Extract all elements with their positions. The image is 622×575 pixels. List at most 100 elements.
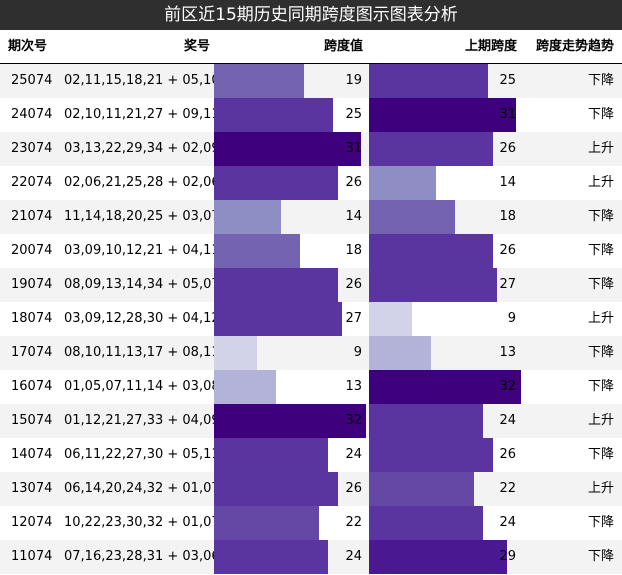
table-row: 20074 03,09,10,12,21 + 04,11 18 26 下降 — [0, 234, 622, 268]
trend-cell: 上升 — [587, 175, 614, 190]
prev-span-bar — [369, 438, 493, 472]
header-divider — [0, 63, 622, 64]
trend-cell: 上升 — [587, 481, 614, 496]
period-cell: 16074 — [11, 379, 53, 394]
numbers-cell: 07,16,23,28,31 + 03,06 — [64, 549, 220, 564]
table-row: 22074 02,06,21,25,28 + 02,06 26 14 上升 — [0, 166, 622, 200]
table-row: 18074 03,09,12,28,30 + 04,12 27 9 上升 — [0, 302, 622, 336]
table-row: 23074 03,13,22,29,34 + 02,09 31 26 上升 — [0, 132, 622, 166]
prev-span-value: 32 — [499, 379, 516, 394]
span-value: 26 — [345, 175, 362, 190]
period-cell: 24074 — [11, 107, 53, 122]
table-row: 13074 06,14,20,24,32 + 01,07 26 22 上升 — [0, 472, 622, 506]
prev-span-value: 24 — [499, 413, 516, 428]
prev-span-bar — [369, 268, 498, 302]
header-period: 期次号 — [8, 39, 48, 54]
span-bar — [214, 64, 305, 98]
prev-span-bar — [369, 472, 474, 506]
trend-cell: 下降 — [587, 277, 614, 292]
trend-cell: 下降 — [587, 549, 614, 564]
span-value: 26 — [345, 481, 362, 496]
period-cell: 14074 — [11, 447, 53, 462]
prev-span-value: 25 — [499, 73, 516, 88]
header-prev-span: 上期跨度 — [464, 39, 517, 54]
trend-cell: 下降 — [587, 73, 614, 88]
span-value: 24 — [345, 447, 362, 462]
trend-cell: 上升 — [587, 141, 614, 156]
span-value: 9 — [353, 345, 362, 360]
numbers-cell: 02,11,15,18,21 + 05,10 — [64, 73, 220, 88]
period-cell: 11074 — [11, 549, 53, 564]
span-value: 26 — [345, 277, 362, 292]
period-cell: 15074 — [11, 413, 53, 428]
table-row: 17074 08,10,11,13,17 + 08,11 9 13 下降 — [0, 336, 622, 370]
table-row: 11074 07,16,23,28,31 + 03,06 24 29 下降 — [0, 540, 622, 574]
span-bar — [214, 132, 362, 166]
numbers-cell: 08,09,13,14,34 + 05,07 — [64, 277, 220, 292]
period-cell: 18074 — [11, 311, 53, 326]
span-bar — [214, 268, 338, 302]
trend-cell: 下降 — [587, 447, 614, 462]
prev-span-bar — [369, 234, 493, 268]
numbers-cell: 01,05,07,11,14 + 03,08 — [64, 379, 220, 394]
table-row: 16074 01,05,07,11,14 + 03,08 13 32 下降 — [0, 370, 622, 404]
period-cell: 20074 — [11, 243, 53, 258]
span-value: 24 — [345, 549, 362, 564]
span-value: 27 — [345, 311, 362, 326]
prev-span-value: 31 — [499, 107, 516, 122]
numbers-cell: 08,10,11,13,17 + 08,11 — [64, 345, 220, 360]
prev-span-value: 9 — [507, 311, 516, 326]
numbers-cell: 02,06,21,25,28 + 02,06 — [64, 175, 220, 190]
prev-span-value: 22 — [499, 481, 516, 496]
prev-span-bar — [369, 132, 493, 166]
prev-span-bar — [369, 166, 436, 200]
period-cell: 13074 — [11, 481, 53, 496]
span-bar — [214, 506, 319, 540]
span-value: 31 — [345, 141, 362, 156]
span-value: 14 — [345, 209, 362, 224]
table-row: 12074 10,22,23,30,32 + 01,07 22 24 下降 — [0, 506, 622, 540]
table-row: 19074 08,09,13,14,34 + 05,07 26 27 下降 — [0, 268, 622, 302]
trend-cell: 上升 — [587, 413, 614, 428]
numbers-cell: 01,12,21,27,33 + 04,09 — [64, 413, 220, 428]
prev-span-value: 26 — [499, 141, 516, 156]
span-bar — [214, 166, 338, 200]
numbers-cell: 03,09,12,28,30 + 04,12 — [64, 311, 220, 326]
table-row: 25074 02,11,15,18,21 + 05,10 19 25 下降 — [0, 64, 622, 98]
numbers-cell: 06,11,22,27,30 + 05,11 — [64, 447, 220, 462]
trend-cell: 下降 — [587, 209, 614, 224]
prev-span-value: 13 — [499, 345, 516, 360]
prev-span-bar — [369, 64, 488, 98]
trend-cell: 下降 — [587, 243, 614, 258]
span-bar — [214, 336, 257, 370]
span-bar — [214, 404, 366, 438]
trend-cell: 下降 — [587, 107, 614, 122]
numbers-cell: 02,10,11,21,27 + 09,11 — [64, 107, 220, 122]
period-cell: 22074 — [11, 175, 53, 190]
span-value: 22 — [345, 515, 362, 530]
span-bar — [214, 98, 333, 132]
header-trend: 跨度走势趋势 — [535, 39, 614, 54]
numbers-cell: 10,22,23,30,32 + 01,07 — [64, 515, 220, 530]
span-value: 18 — [345, 243, 362, 258]
prev-span-bar — [369, 302, 412, 336]
prev-span-value: 27 — [499, 277, 516, 292]
span-bar — [214, 200, 281, 234]
prev-span-bar — [369, 370, 521, 404]
span-value: 32 — [345, 413, 362, 428]
trend-cell: 下降 — [587, 379, 614, 394]
span-bar — [214, 234, 300, 268]
span-bar — [214, 438, 328, 472]
span-bar — [214, 302, 343, 336]
prev-span-value: 24 — [499, 515, 516, 530]
table-row: 24074 02,10,11,21,27 + 09,11 25 31 下降 — [0, 98, 622, 132]
numbers-cell: 06,14,20,24,32 + 01,07 — [64, 481, 220, 496]
prev-span-value: 26 — [499, 243, 516, 258]
header-span: 跨度值 — [323, 39, 363, 54]
prev-span-bar — [369, 506, 483, 540]
period-cell: 12074 — [11, 515, 53, 530]
trend-cell: 下降 — [587, 345, 614, 360]
span-bar — [214, 370, 276, 404]
period-cell: 17074 — [11, 345, 53, 360]
